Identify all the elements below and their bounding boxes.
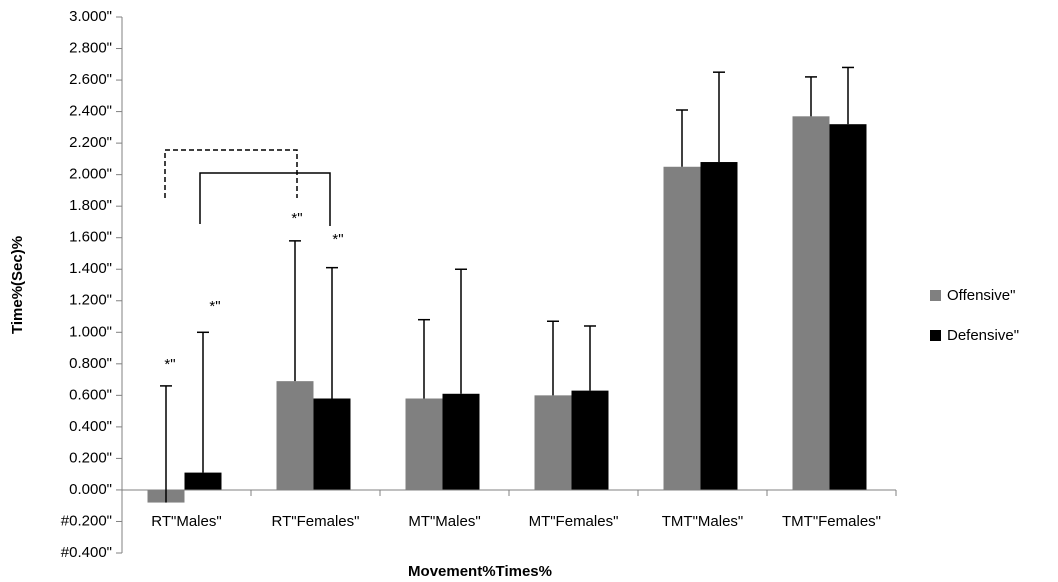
bar — [663, 166, 701, 490]
annotation: *" — [209, 298, 220, 315]
y-tick-label: 0.600" — [69, 386, 112, 403]
bar — [700, 162, 738, 490]
dashed-bracket — [164, 149, 298, 198]
y-tick-label: 2.600" — [69, 71, 112, 88]
y-axis-title: Time%(Sec)% — [9, 236, 26, 334]
annotation: *" — [332, 231, 343, 248]
y-tick-label: 0.200" — [69, 449, 112, 466]
bar — [442, 393, 480, 490]
y-tick-label: 1.400" — [69, 260, 112, 277]
bar — [276, 381, 314, 490]
y-tick-label: 1.000" — [69, 323, 112, 340]
bar — [184, 472, 222, 490]
y-tick-label: 1.600" — [69, 229, 112, 246]
y-tick-label: 2.800" — [69, 39, 112, 56]
y-tick-label: #0.200" — [61, 512, 112, 529]
bar — [792, 116, 830, 490]
x-tick-label: TMT"Females" — [782, 513, 881, 530]
x-tick-label: TMT"Males" — [662, 513, 743, 530]
bar — [571, 390, 609, 490]
x-tick-label: RT"Females" — [272, 513, 360, 530]
x-tick-label: RT"Males" — [151, 513, 221, 530]
legend-swatch — [930, 330, 941, 341]
x-tick-label: MT"Females" — [529, 513, 619, 530]
bar — [829, 124, 867, 490]
x-tick-label: MT"Males" — [408, 513, 480, 530]
solid-bracket — [199, 172, 331, 226]
legend-label: Offensive" — [947, 287, 1015, 304]
bar — [405, 398, 443, 490]
legend-swatch — [930, 290, 941, 301]
y-tick-label: 2.000" — [69, 166, 112, 183]
legend-label: Defensive" — [947, 327, 1019, 344]
annotation: *" — [291, 210, 302, 227]
bar — [313, 398, 351, 490]
x-axis-title: Movement%Times% — [408, 563, 552, 580]
y-tick-label: 0.800" — [69, 355, 112, 372]
y-tick-label: 2.200" — [69, 134, 112, 151]
y-tick-label: 1.800" — [69, 197, 112, 214]
annotation: *" — [164, 356, 175, 373]
y-tick-label: 0.000" — [69, 481, 112, 498]
y-tick-label: #0.400" — [61, 544, 112, 561]
bar — [534, 395, 572, 490]
y-tick-label: 2.400" — [69, 103, 112, 120]
y-tick-label: 3.000" — [69, 8, 112, 25]
y-tick-label: 0.400" — [69, 418, 112, 435]
y-tick-label: 1.200" — [69, 292, 112, 309]
